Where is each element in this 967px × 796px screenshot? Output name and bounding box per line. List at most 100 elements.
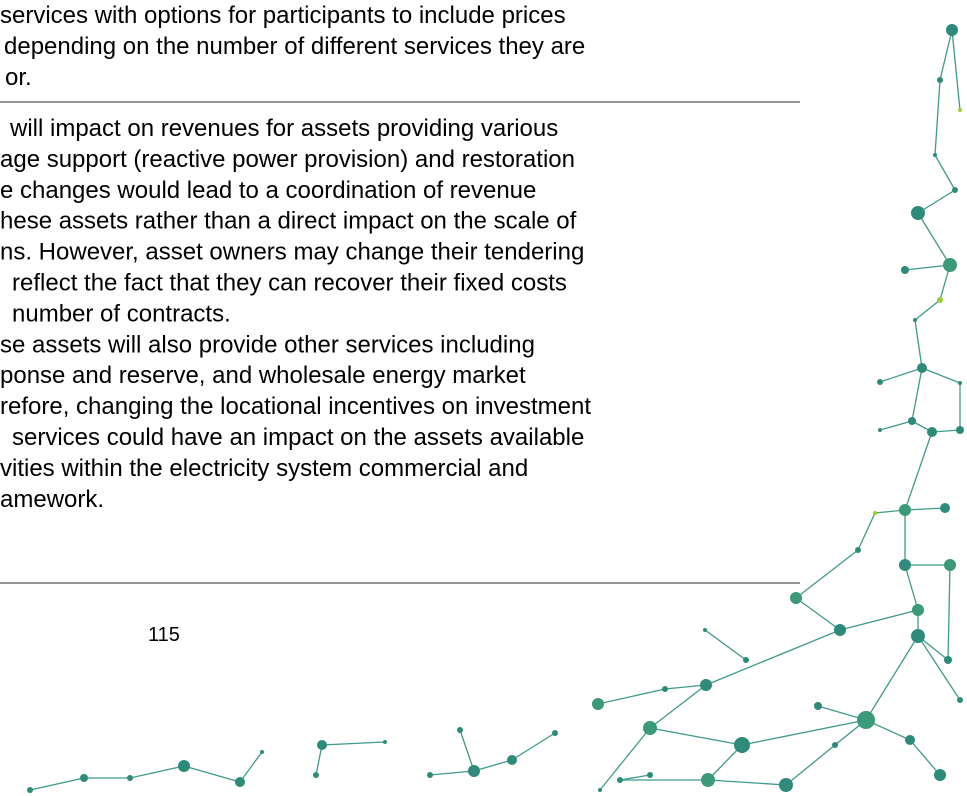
network-edge — [184, 766, 240, 782]
network-edge — [880, 368, 922, 382]
network-node — [937, 77, 943, 83]
network-node — [662, 686, 668, 692]
network-edge — [665, 685, 706, 689]
network-edge — [796, 550, 858, 598]
network-node — [944, 656, 952, 664]
text-line: depending on the number of different ser… — [4, 33, 585, 60]
text-line: e changes would lead to a coordination o… — [0, 177, 536, 204]
network-node — [857, 711, 875, 729]
network-node — [877, 379, 883, 385]
network-node — [647, 772, 653, 778]
network-node — [552, 730, 558, 736]
network-edge — [322, 742, 385, 745]
network-edge — [650, 685, 706, 728]
network-node — [427, 772, 433, 778]
text-line: services could have an impact on the ass… — [12, 424, 584, 451]
network-edge — [796, 598, 840, 630]
text-line: age support (reactive power provision) a… — [0, 146, 575, 173]
network-edge — [786, 745, 835, 785]
network-edge — [910, 740, 940, 775]
network-node — [952, 187, 958, 193]
network-edge — [866, 636, 918, 720]
network-node — [700, 679, 712, 691]
network-node — [779, 778, 793, 792]
network-node — [878, 428, 882, 432]
network-node — [235, 777, 245, 787]
network-node — [383, 740, 387, 744]
network-node — [913, 318, 917, 322]
network-node — [178, 760, 190, 772]
network-edge — [130, 766, 184, 778]
network-edge — [935, 80, 940, 155]
text-line: vities within the electricity system com… — [0, 455, 528, 482]
text-line: se assets will also provide other servic… — [0, 331, 535, 358]
network-node — [80, 774, 88, 782]
network-edge — [918, 213, 950, 265]
network-node — [832, 742, 838, 748]
network-node — [927, 427, 937, 437]
network-node — [468, 765, 480, 777]
text-line: services with options for participants t… — [0, 2, 566, 29]
network-node — [834, 624, 846, 636]
text-line: ponse and reserve, and wholesale energy … — [0, 362, 526, 389]
network-edge — [905, 432, 932, 510]
network-edge — [620, 775, 650, 780]
network-node — [814, 702, 822, 710]
network-edge — [915, 300, 940, 320]
page-number: 115 — [148, 624, 180, 646]
network-node — [957, 697, 963, 703]
network-node — [507, 755, 517, 765]
text-line: ns. However, asset owners may change the… — [0, 239, 584, 266]
network-edge — [858, 513, 875, 550]
network-edge — [742, 720, 866, 745]
network-node — [899, 559, 911, 571]
network-edge — [912, 368, 922, 421]
text-line: amework. — [0, 486, 104, 513]
network-node — [937, 297, 943, 303]
network-edge — [905, 565, 918, 610]
network-edge — [935, 155, 955, 190]
network-node — [127, 775, 133, 781]
network-edge — [880, 421, 912, 430]
network-edge — [598, 689, 665, 704]
network-node — [643, 721, 657, 735]
network-edge — [460, 730, 474, 771]
network-edge — [30, 778, 84, 790]
network-edge — [430, 771, 474, 775]
network-node — [917, 363, 927, 373]
network-node — [911, 206, 925, 220]
network-node — [934, 769, 946, 781]
network-edge — [240, 752, 262, 782]
network-node — [317, 740, 327, 750]
network-edge — [840, 610, 918, 630]
network-node — [912, 604, 924, 616]
network-node — [598, 788, 602, 792]
network-node — [943, 258, 957, 272]
network-node — [956, 426, 964, 434]
network-node — [901, 266, 909, 274]
network-node — [944, 559, 956, 571]
network-edge — [512, 733, 555, 760]
network-node — [743, 657, 749, 663]
text-line: or. — [5, 64, 32, 91]
text-line: refore, changing the locational incentiv… — [0, 393, 591, 420]
page: {"paragraphs": [ ["services with options… — [0, 0, 967, 796]
text-line: hese assets rather than a direct impact … — [0, 208, 577, 235]
network-node — [734, 737, 750, 753]
network-edge — [708, 780, 786, 785]
network-node — [701, 773, 715, 787]
text-line: will impact on revenues for assets provi… — [9, 115, 558, 142]
network-edge — [918, 636, 960, 700]
network-edge — [915, 320, 922, 368]
network-node — [457, 727, 463, 733]
network-node — [873, 511, 877, 515]
network-node — [946, 24, 958, 36]
network-node — [617, 777, 623, 783]
network-node — [260, 750, 264, 754]
network-node — [313, 772, 319, 778]
network-node — [703, 628, 707, 632]
network-edge — [705, 630, 746, 660]
network-node — [911, 629, 925, 643]
network-node — [958, 108, 962, 112]
network-node — [790, 592, 802, 604]
